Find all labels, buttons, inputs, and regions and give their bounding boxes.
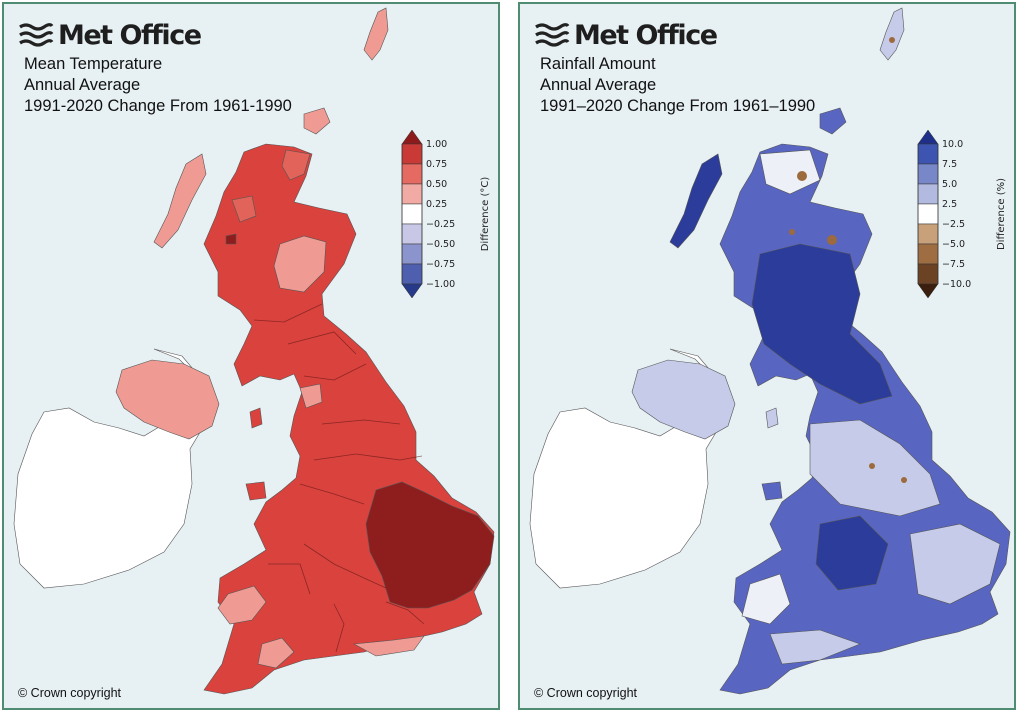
met-office-wordmark: Met Office	[574, 19, 718, 51]
outer-hebrides	[153, 153, 207, 249]
colorbar-tick-label: 10.0	[942, 139, 963, 150]
met-office-logo: Met Office	[534, 18, 718, 52]
colorbar-tick-label: −7.5	[942, 259, 965, 270]
isle-of-man	[765, 407, 779, 429]
temperature-uk-map	[13, 7, 495, 695]
colorbar-bottom-arrow	[917, 283, 939, 299]
rainfall-colorbar-legend: 10.0 7.5 5.0 2.5 −2.5 −5.0 −7.5 −10.0 Di…	[912, 128, 1012, 314]
lake-district-light-patch	[299, 383, 323, 409]
colorbar-tick-label: −5.0	[942, 239, 965, 250]
colorbar-top-arrow	[401, 129, 423, 145]
colorbar-swatch	[917, 163, 939, 185]
scotland-light-patch	[273, 235, 327, 293]
colorbar-swatch	[401, 243, 423, 265]
shetland-islands	[879, 7, 905, 61]
rainfall-decrease-spot	[827, 235, 837, 245]
colorbar-tick-label: 2.5	[942, 199, 957, 210]
temperature-colorbar-legend: 1.00 0.75 0.50 0.25 −0.25 −0.50 −0.75 −1…	[396, 128, 496, 314]
colorbar-axis-label: Difference (%)	[996, 178, 1007, 250]
colorbar-axis-label: Difference (°C)	[480, 177, 491, 252]
orkney-islands	[303, 107, 331, 135]
met-office-wave-icon	[19, 23, 54, 47]
northern-ireland-region	[115, 359, 220, 440]
colorbar-tick-label: 1.00	[426, 139, 447, 150]
rainfall-decrease-spot	[789, 229, 795, 235]
title-line: Rainfall Amount	[540, 55, 656, 73]
colorbar-tick-label: 7.5	[942, 159, 957, 170]
colorbar-tick-label: −10.0	[942, 279, 971, 290]
colorbar: 10.0 7.5 5.0 2.5 −2.5 −5.0 −7.5 −10.0 Di…	[917, 129, 1007, 299]
rainfall-decrease-spot	[889, 37, 895, 43]
south-coast-light-patch	[353, 635, 425, 657]
colorbar-tick-label: 0.75	[426, 159, 447, 170]
map-title: Mean Temperature Annual Average 1991-202…	[24, 54, 292, 117]
colorbar-tick-label: 0.25	[426, 199, 447, 210]
northern-ireland-region	[631, 359, 736, 440]
met-office-logo: Met Office	[18, 18, 202, 52]
colorbar-swatch	[401, 223, 423, 245]
copyright-notice: © Crown copyright	[18, 686, 121, 700]
scotland-light-patch	[231, 195, 257, 223]
colorbar-swatch	[401, 163, 423, 185]
colorbar-tick-label: 0.50	[426, 179, 447, 190]
colorbar-swatch	[917, 143, 939, 165]
rainfall-map-panel: Met Office Rainfall Amount Annual Averag…	[518, 2, 1016, 710]
met-office-wordmark: Met Office	[58, 19, 202, 51]
south-west-light-patch	[257, 637, 295, 669]
colorbar-bottom-arrow	[401, 283, 423, 299]
title-line: Annual Average	[540, 76, 657, 94]
colorbar-swatch	[401, 143, 423, 165]
rainfall-decrease-spot	[797, 171, 807, 181]
colorbar-tick-label: −0.25	[426, 219, 455, 230]
copyright-notice: © Crown copyright	[534, 686, 637, 700]
scotland-dark-patch	[225, 233, 237, 245]
colorbar-swatch	[917, 203, 939, 225]
temperature-map-panel: Met Office Mean Temperature Annual Avera…	[2, 2, 500, 710]
anglesey	[761, 481, 783, 501]
colorbar-tick-label: −0.75	[426, 259, 455, 270]
shetland-islands	[363, 7, 389, 61]
low-change-region	[909, 523, 1001, 605]
high-rainfall-region	[815, 515, 889, 591]
colorbar-swatch	[917, 243, 939, 265]
colorbar-top-arrow	[917, 129, 939, 145]
orkney-islands	[819, 107, 847, 135]
south-west-light-patch	[217, 585, 267, 625]
high-rainfall-region	[751, 243, 893, 405]
met-office-wave-icon	[535, 23, 570, 47]
colorbar-tick-label: 5.0	[942, 179, 957, 190]
colorbar-swatch	[401, 263, 423, 285]
title-line: 1991–2020 Change From 1961–1990	[540, 97, 816, 115]
colorbar-swatch	[917, 223, 939, 245]
title-line: Annual Average	[24, 76, 141, 94]
colorbar-swatch	[917, 183, 939, 205]
low-change-region	[809, 419, 941, 517]
anglesey	[245, 481, 267, 501]
rainfall-decrease-spot	[869, 463, 875, 469]
low-change-region	[741, 573, 791, 625]
colorbar-tick-label: −0.50	[426, 239, 455, 250]
east-england-dark-region	[365, 481, 495, 609]
rainfall-decrease-spot	[901, 477, 907, 483]
region-borders	[253, 303, 425, 653]
scotland-light-patch	[281, 149, 311, 181]
colorbar-swatch	[401, 203, 423, 225]
colorbar: 1.00 0.75 0.50 0.25 −0.25 −0.50 −0.75 −1…	[401, 129, 491, 299]
rainfall-uk-map	[529, 7, 1011, 695]
colorbar-tick-label: −2.5	[942, 219, 965, 230]
title-line: 1991-2020 Change From 1961-1990	[24, 97, 292, 115]
colorbar-swatch	[917, 263, 939, 285]
colorbar-swatch	[401, 183, 423, 205]
colorbar-tick-label: −1.00	[426, 279, 455, 290]
low-change-region	[759, 149, 821, 195]
low-change-region	[769, 629, 861, 665]
isle-of-man	[249, 407, 263, 429]
map-title: Rainfall Amount Annual Average 1991–2020…	[540, 54, 815, 117]
outer-hebrides	[669, 153, 723, 249]
title-line: Mean Temperature	[24, 55, 163, 73]
